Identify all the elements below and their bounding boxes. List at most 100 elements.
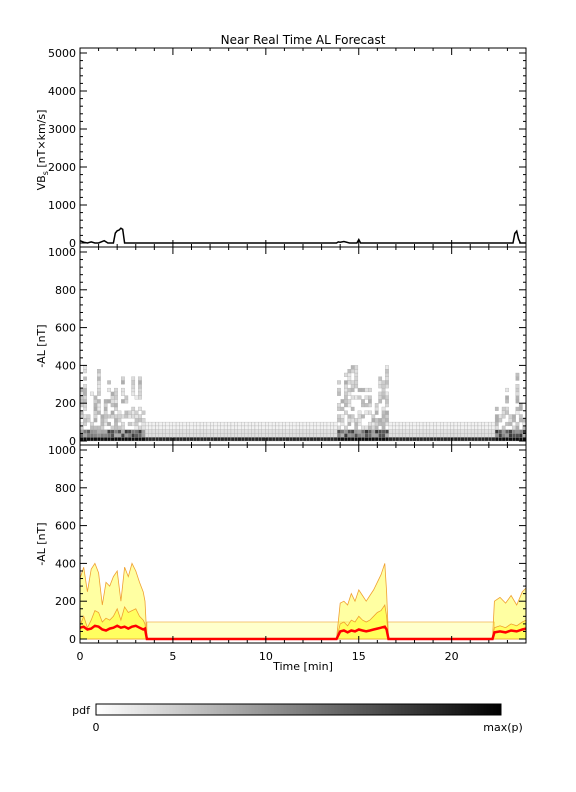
pdf-cell [93,414,98,419]
pdf-cell [131,414,136,419]
pdf-cell [265,433,269,438]
pdf-cell [395,433,400,438]
pdf-cell [186,433,190,438]
pdf-cell [344,391,348,396]
pdf-cell [210,437,214,442]
pdf-cell [134,410,139,415]
pdf-cell [426,421,431,427]
pdf-cell [350,437,355,442]
pdf-cell [323,429,328,434]
pdf-cell [83,376,87,381]
pdf-cell [285,437,290,442]
pdf-cell [275,425,280,430]
pdf-cell [79,433,84,438]
pdf-cell [357,387,362,393]
pdf-cell [354,380,359,385]
pdf-cell [97,403,101,408]
pdf-cell [289,433,293,438]
pdf-cell [450,421,455,427]
pdf-cell [196,433,201,438]
pdf-cell [155,425,160,430]
pdf-cell [429,425,434,430]
pdf-cell [371,429,376,434]
pdf-cell [446,429,451,434]
pdf-cell [344,425,348,430]
pdf-cell [494,421,499,427]
pdf-cell [364,433,369,438]
pdf-cell [107,433,111,438]
pdf-cell [446,425,451,430]
pdf-cell [350,369,355,374]
pdf-cell [227,425,232,430]
pdf-cell [512,429,516,434]
pdf-cell [357,395,362,400]
pdf-cell [361,403,365,408]
pdf-cell [121,429,125,434]
pdf-cell [247,429,252,434]
pdf-cell [429,421,434,427]
pdf-cell [378,384,383,389]
pdf-cell [196,421,201,427]
pdf-cell [464,433,468,438]
pdf-cell [433,437,437,442]
pdf-cell [79,425,84,430]
pdf-cell [110,391,115,396]
pdf-cell [395,425,400,430]
pdf-cell [83,399,87,404]
pdf-cell [368,433,372,438]
pdf-cell [364,410,369,415]
pdf-cell [347,376,352,381]
pdf-cell [182,433,187,438]
pdf-cell [347,399,352,404]
pdf-cell [121,433,125,438]
al-pdf-y-label: -AL [nT] [35,324,48,367]
pdf-cell [227,429,232,434]
pdf-cell [354,433,359,438]
pdf-cell [364,387,369,393]
pdf-cell [138,418,142,423]
pdf-cell [457,421,461,427]
pdf-cell [247,437,252,442]
colorbar-max-label: max(p) [483,721,523,734]
pdf-cell [402,429,407,434]
pdf-cell [494,418,499,423]
pdf-cell [374,425,379,430]
pdf-cell [422,421,427,427]
pdf-cell [186,421,190,427]
pdf-cell [117,410,122,415]
pdf-cell [323,433,328,438]
pdf-cell [138,380,142,385]
pdf-cell [381,410,386,415]
pdf-cell [258,421,262,427]
pdf-cell [254,433,259,438]
pdf-cell [385,418,389,423]
pdf-cell [515,425,520,430]
pdf-cell [357,429,362,434]
pdf-cell [237,421,242,427]
pdf-cell [508,421,513,427]
pdf-cell [131,380,136,385]
pdf-cell [344,429,348,434]
pdf-cell [179,437,184,442]
pdf-cell [474,421,479,427]
pdf-cell [114,421,118,427]
x-tick-label: 15 [352,650,366,663]
pdf-cell [354,376,359,381]
pdf-cell [148,425,153,430]
pdf-cell [350,395,355,400]
pdf-cell [193,433,197,438]
pdf-cell [213,429,218,434]
pdf-cell [515,429,520,434]
vbs-plot-area [79,227,526,244]
pdf-cell [436,421,441,427]
pdf-cell [378,429,383,434]
pdf-cell [474,437,479,442]
pdf-cell [333,421,338,427]
pdf-cell [426,425,431,430]
pdf-cell [138,437,142,442]
pdf-cell [498,429,503,434]
pdf-cell [385,399,389,404]
pdf-cell [350,384,355,389]
pdf-cell [83,437,87,442]
